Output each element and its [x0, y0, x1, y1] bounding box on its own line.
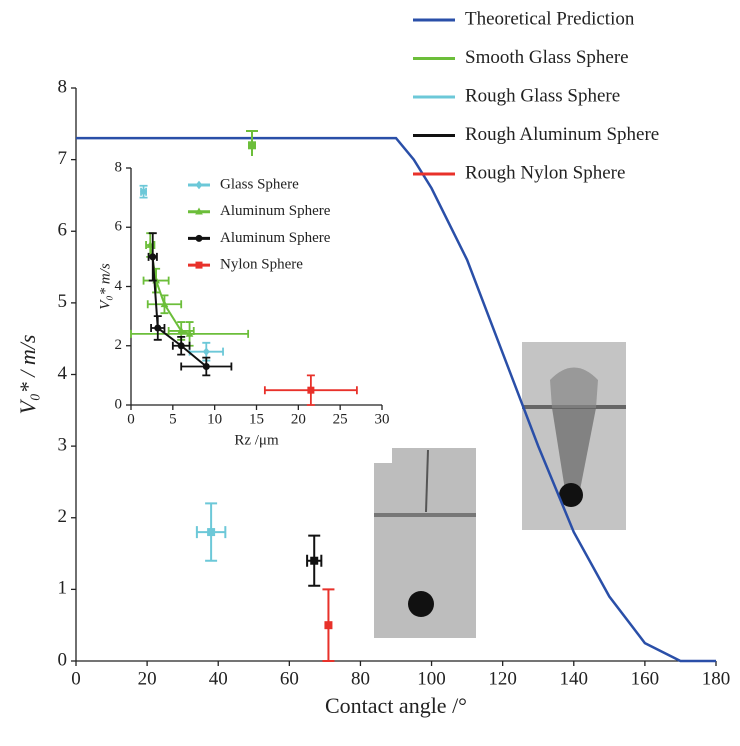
- x-tick-label: 5: [169, 411, 177, 427]
- y-tick-label: 7: [58, 148, 68, 169]
- point: [154, 324, 162, 332]
- x-tick-label: 25: [333, 411, 348, 427]
- legend-marker: [195, 261, 203, 269]
- point: [202, 347, 210, 356]
- legend-label: Theoretical Prediction: [465, 8, 635, 29]
- point: [160, 300, 169, 308]
- y-tick-label: 5: [58, 291, 68, 312]
- x-axis-label: Contact angle /°: [325, 693, 467, 718]
- x-tick-label: 20: [138, 668, 157, 689]
- point: [177, 342, 185, 350]
- point: [324, 621, 333, 630]
- x-tick-label: 60: [280, 668, 299, 689]
- legend-label: Rough Aluminum Sphere: [465, 124, 659, 145]
- legend-label: Nylon Sphere: [220, 257, 303, 273]
- point: [140, 187, 148, 196]
- point: [149, 253, 157, 261]
- point: [248, 141, 256, 150]
- x-axis-label: Rz /μm: [234, 432, 279, 448]
- legend-marker: [195, 207, 203, 215]
- legend-label: Aluminum Sphere: [220, 203, 331, 219]
- x-tick-label: 0: [71, 668, 81, 689]
- x-tick-label: 15: [249, 411, 264, 427]
- point: [207, 528, 216, 537]
- point: [202, 362, 210, 370]
- y-tick-label: 8: [58, 76, 68, 97]
- x-tick-label: 120: [488, 668, 517, 689]
- y-tick-label: 6: [58, 220, 68, 241]
- point: [177, 326, 186, 334]
- y-tick-label: 2: [58, 506, 68, 527]
- inset-background: [91, 156, 392, 463]
- legend-label: Rough Glass Sphere: [465, 85, 620, 106]
- legend-marker: [195, 234, 203, 242]
- x-tick-label: 30: [375, 411, 390, 427]
- series-line: [76, 136, 716, 663]
- x-tick-label: 20: [291, 411, 306, 427]
- y-tick-label: 2: [115, 337, 123, 353]
- x-tick-label: 10: [207, 411, 222, 427]
- point: [185, 329, 194, 337]
- x-tick-label: 160: [631, 668, 660, 689]
- y-tick-label: 1: [58, 578, 68, 599]
- legend-label: Aluminum Sphere: [220, 230, 331, 246]
- y-tick-label: 4: [58, 363, 68, 384]
- y-tick-label: 4: [115, 278, 123, 294]
- legend-label: Glass Sphere: [220, 176, 299, 192]
- y-tick-label: 0: [115, 396, 123, 412]
- photo-small: [374, 448, 476, 638]
- legend-marker: [195, 180, 203, 190]
- legend-label: Rough Nylon Sphere: [465, 162, 625, 183]
- x-tick-label: 140: [560, 668, 589, 689]
- x-tick-label: 0: [127, 411, 135, 427]
- y-tick-label: 8: [115, 159, 123, 175]
- point: [307, 386, 315, 394]
- y-tick-label: 0: [58, 649, 68, 670]
- point: [310, 556, 319, 565]
- legend-label: Smooth Glass Sphere: [465, 47, 629, 68]
- y-tick-label: 3: [58, 434, 68, 455]
- y-axis-label: V₀* m/s: [97, 263, 113, 310]
- y-tick-label: 6: [115, 219, 123, 235]
- x-tick-label: 80: [351, 668, 370, 689]
- x-tick-label: 100: [417, 668, 446, 689]
- x-tick-label: 40: [209, 668, 228, 689]
- series-line: [151, 256, 207, 368]
- x-tick-label: 180: [702, 668, 731, 689]
- y-axis-label: V₀* / m/s: [15, 335, 40, 415]
- photo-large: [522, 342, 626, 530]
